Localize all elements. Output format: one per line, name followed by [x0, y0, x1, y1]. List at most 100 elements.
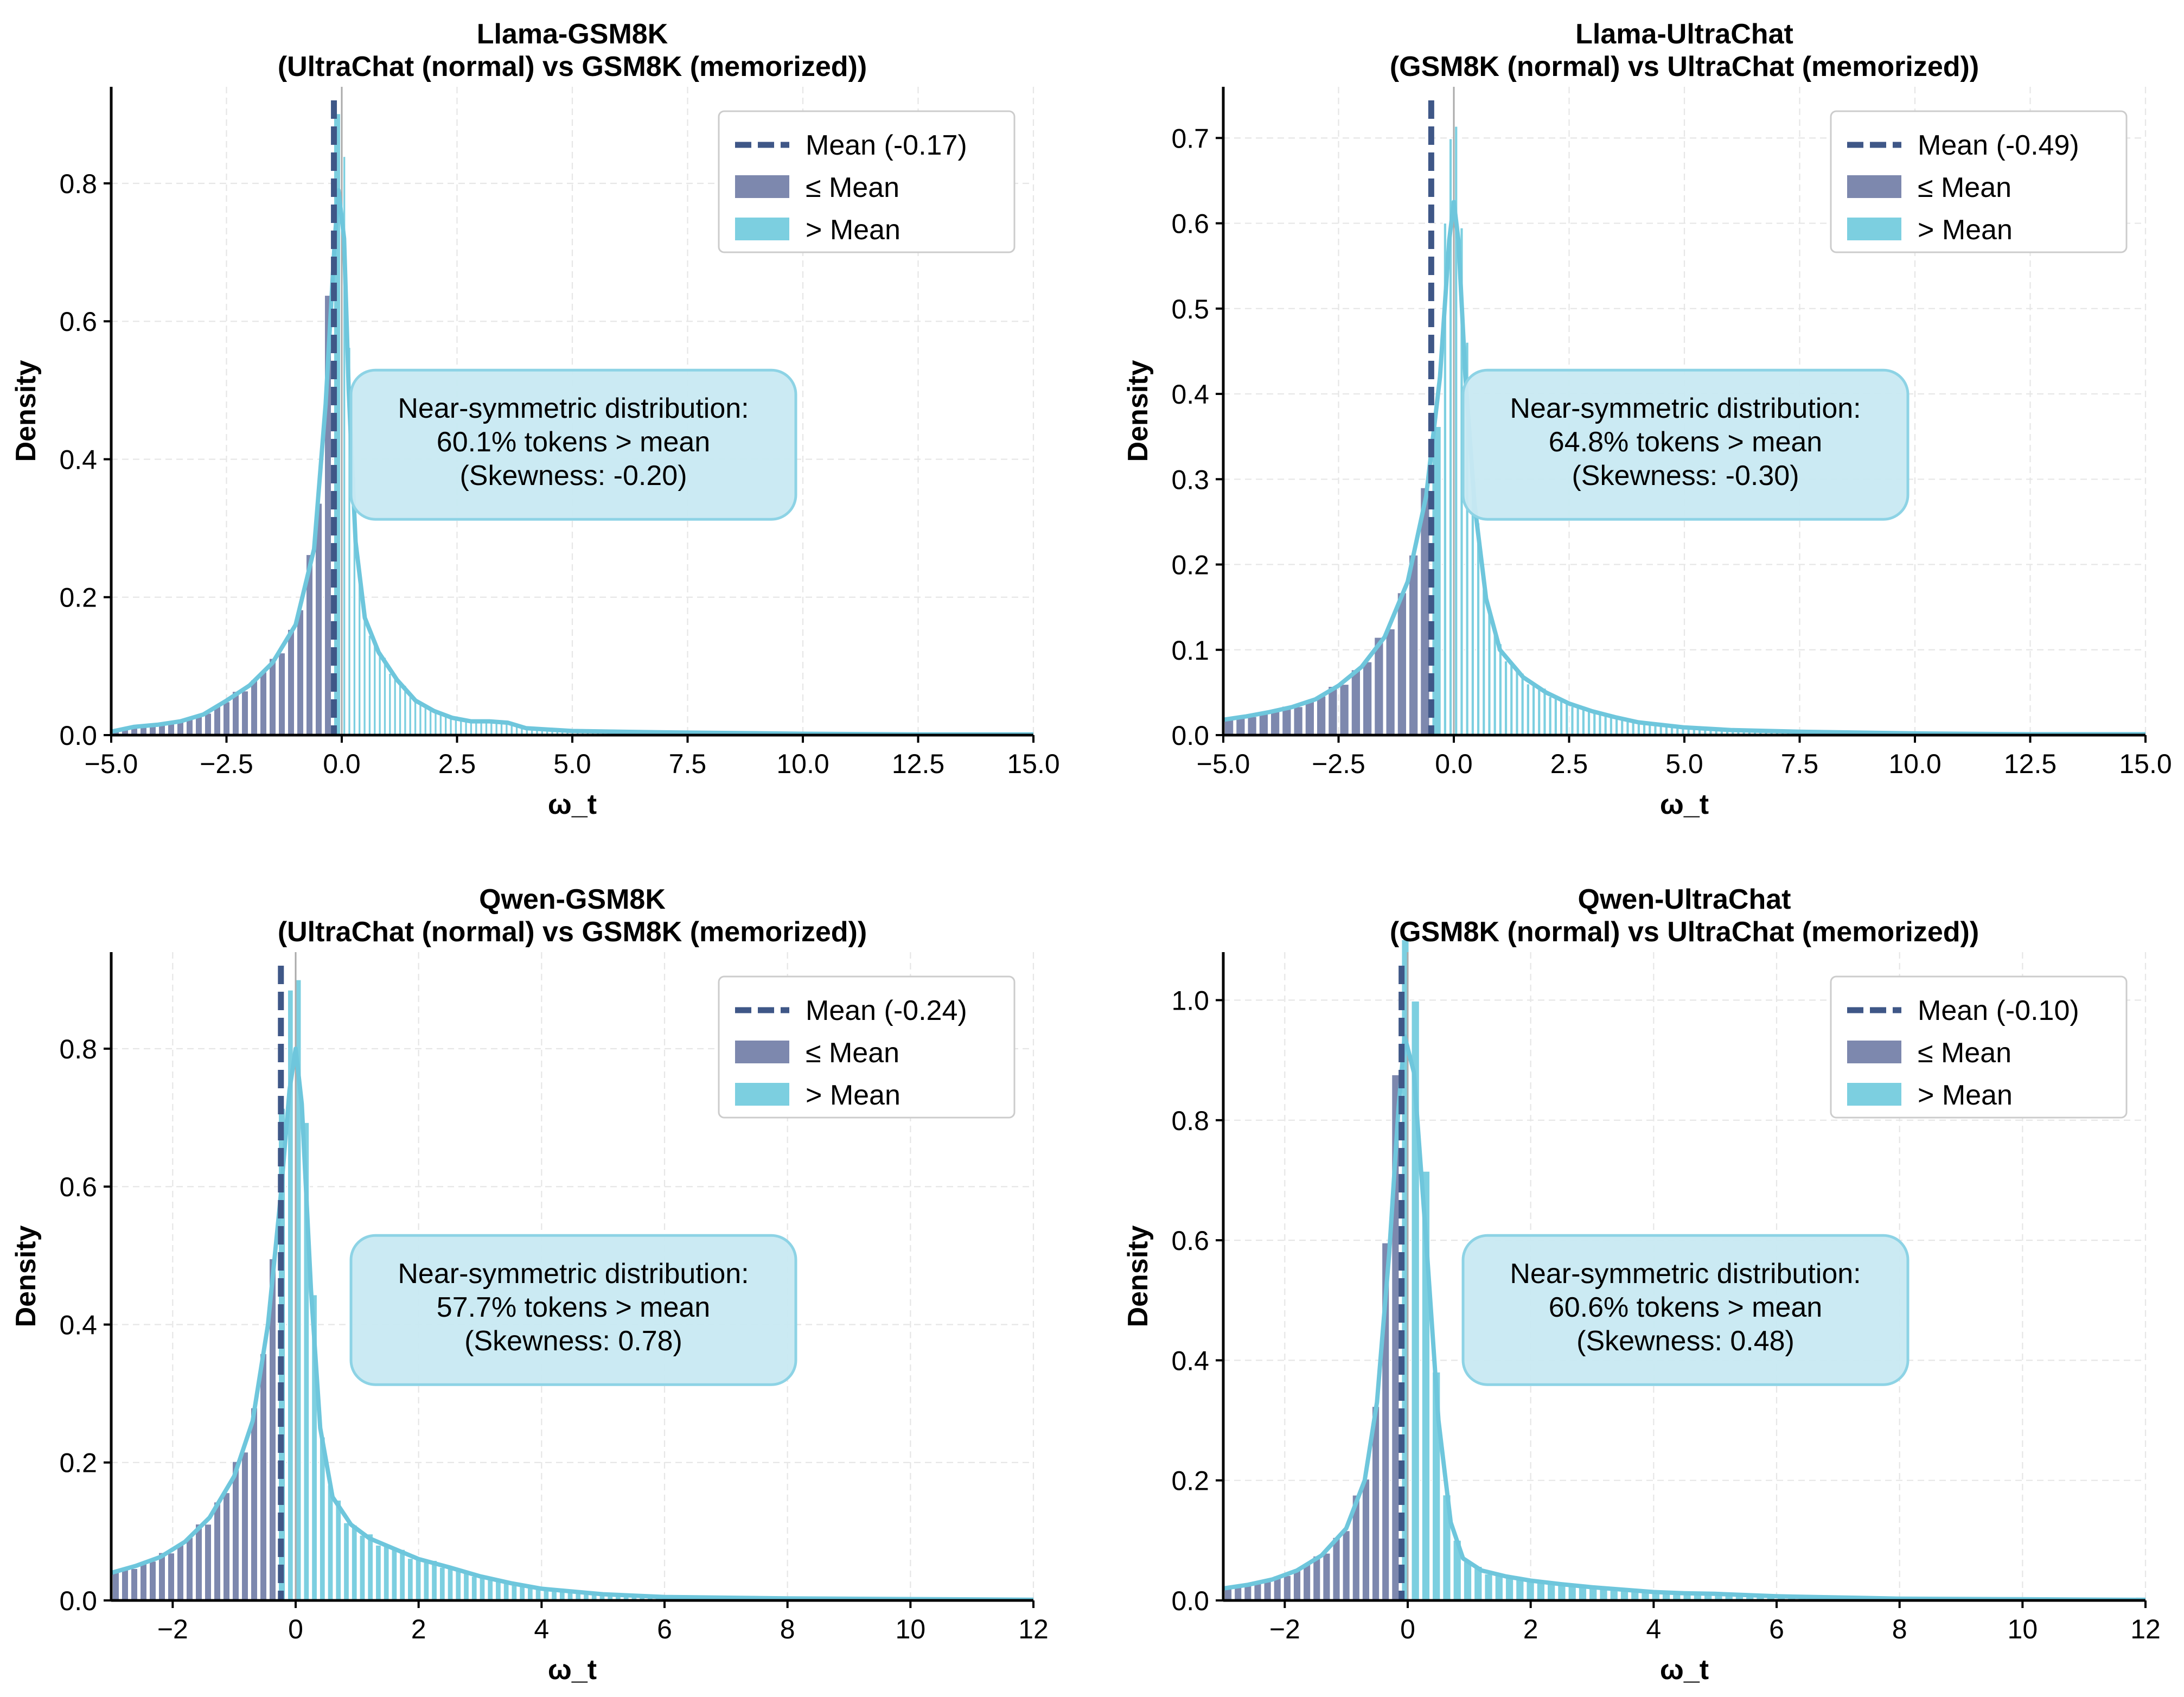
annotation: Near-symmetric distribution:60.1% tokens…: [349, 368, 797, 521]
legend: Mean (-0.24) ≤ Mean > Mean: [718, 975, 1016, 1119]
bar-below-mean: [1342, 1530, 1351, 1600]
y-tick-label: 0.6: [59, 307, 97, 337]
bar-above-mean: [343, 1522, 350, 1600]
bar-above-mean: [423, 1561, 430, 1600]
legend-above-label: > Mean: [806, 1080, 901, 1111]
bar-above-mean: [327, 1484, 334, 1600]
bar-below-mean: [1263, 1580, 1272, 1600]
bar-below-mean: [1362, 661, 1373, 735]
y-tick-label: 0.0: [1171, 1586, 1209, 1616]
annotation-line: (Skewness: -0.20): [459, 460, 687, 492]
y-tick-label: 0.4: [59, 1310, 97, 1340]
bar-above-mean: [1548, 696, 1553, 735]
bar-above-mean: [431, 1560, 438, 1600]
x-tick-label: 10: [896, 1614, 926, 1644]
bar-above-mean: [362, 605, 367, 735]
legend-below-label: ≤ Mean: [1918, 172, 2011, 203]
kde-line: [111, 188, 1033, 735]
bar-below-mean: [167, 1552, 175, 1600]
bar-above-mean: [382, 1543, 390, 1600]
bar-below-mean: [1282, 1574, 1292, 1600]
bar-below-mean: [1316, 695, 1327, 735]
bar-below-mean: [259, 1353, 267, 1600]
x-tick-label: 0: [1400, 1614, 1415, 1644]
bar-above-mean: [407, 1558, 414, 1600]
legend-above-label: > Mean: [806, 214, 901, 246]
bar-below-mean: [1332, 1536, 1341, 1600]
bar-above-mean: [413, 699, 418, 735]
bar-above-mean: [398, 684, 403, 735]
y-tick-label: 0.2: [59, 1448, 97, 1478]
bar-above-mean: [367, 1533, 374, 1600]
bar-below-mean: [287, 628, 295, 735]
bar-above-mean: [1484, 1573, 1493, 1600]
legend-frame: [1830, 110, 2128, 253]
x-tick-label: 8: [780, 1614, 795, 1644]
legend-mean-label: Mean (-0.17): [806, 130, 967, 161]
bar-above-mean: [1559, 699, 1564, 735]
bar-above-mean: [359, 1534, 366, 1600]
bar-above-mean: [428, 710, 433, 735]
bar-above-mean: [350, 1524, 358, 1600]
annotation-line: Near-symmetric distribution:: [1510, 393, 1861, 424]
x-tick-label: −2: [1269, 1614, 1300, 1644]
bar-below-mean: [158, 1552, 166, 1600]
bar-below-mean: [1408, 554, 1419, 735]
bar-above-mean: [357, 578, 362, 735]
annotation-line: (Skewness: -0.30): [1572, 460, 1799, 492]
annotation-line: 57.7% tokens > mean: [437, 1292, 710, 1323]
legend-below-swatch: [735, 1041, 789, 1063]
chart-subtitle: (GSM8K (normal) vs UltraChat (memorized)…: [1390, 916, 1979, 948]
x-tick-label: 6: [657, 1614, 672, 1644]
bar-above-mean: [1515, 669, 1519, 735]
bar-above-mean: [1494, 1573, 1504, 1600]
bar-above-mean: [1509, 661, 1514, 735]
annotation-line: (Skewness: 0.78): [464, 1325, 682, 1357]
bar-above-mean: [414, 1557, 422, 1600]
y-tick-label: 0.7: [1171, 123, 1209, 154]
bar-above-mean: [1448, 138, 1453, 735]
bar-below-mean: [1293, 706, 1304, 735]
bar-above-mean: [502, 1582, 510, 1600]
bar-above-mean: [1531, 682, 1536, 735]
x-tick-label: 2.5: [438, 749, 476, 779]
bar-above-mean: [489, 722, 494, 735]
bar-above-mean: [1470, 479, 1475, 735]
bar-above-mean: [1525, 1581, 1535, 1600]
legend-below-label: ≤ Mean: [1918, 1037, 2011, 1069]
annotation-line: 60.1% tokens > mean: [437, 426, 710, 458]
annotation-line: (Skewness: 0.48): [1576, 1325, 1795, 1357]
annotation-line: Near-symmetric distribution:: [398, 1258, 749, 1290]
x-tick-label: 5.0: [553, 749, 591, 779]
annotation-line: Near-symmetric distribution:: [1510, 1258, 1861, 1290]
legend-frame: [1830, 975, 2128, 1119]
y-tick-label: 0.6: [1171, 209, 1209, 239]
annotation: Near-symmetric distribution:64.8% tokens…: [1461, 368, 1910, 521]
x-tick-label: −2.5: [1312, 749, 1365, 779]
bar-below-mean: [195, 1523, 203, 1600]
bar-above-mean: [1481, 588, 1486, 735]
bar-above-mean: [399, 1548, 406, 1600]
bar-above-mean: [487, 1578, 494, 1600]
panel-3: −2 0 2 4 6 8 10 12 0.0 0.2 0.4 0.6 0.8 ω_t Density Qwen…: [10, 884, 1049, 1686]
y-tick-label: 0.5: [1171, 294, 1209, 324]
bar-above-mean: [455, 1569, 462, 1600]
x-tick-label: −5.0: [1197, 749, 1250, 779]
bar-below-mean: [278, 652, 286, 735]
y-tick-label: 0.4: [59, 444, 97, 475]
x-tick-label: 10.0: [776, 749, 829, 779]
bar-below-mean: [241, 690, 249, 735]
bar-below-mean: [1350, 669, 1361, 735]
bar-above-mean: [438, 713, 443, 735]
legend-frame: [718, 975, 1016, 1119]
bar-above-mean: [470, 1575, 478, 1600]
legend-mean-label: Mean (-0.10): [1918, 995, 2079, 1026]
annotation: Near-symmetric distribution:60.6% tokens…: [1461, 1234, 1910, 1386]
x-tick-label: 2.5: [1550, 749, 1588, 779]
bar-below-mean: [222, 1492, 231, 1600]
bar-above-mean: [367, 634, 372, 735]
x-tick-label: 15.0: [1007, 749, 1059, 779]
y-axis-label: Density: [10, 360, 42, 462]
x-tick-label: 0: [288, 1614, 303, 1644]
